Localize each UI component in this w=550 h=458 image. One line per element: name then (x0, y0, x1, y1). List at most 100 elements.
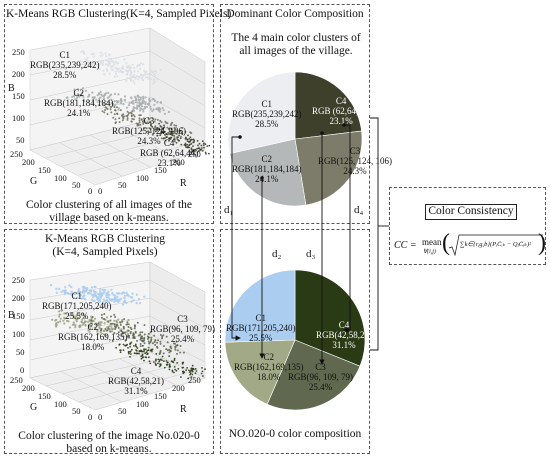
scatter-point (188, 144, 191, 147)
scatter-point (87, 320, 90, 323)
scatter-point (158, 128, 161, 131)
scatter-point (92, 296, 95, 299)
scatter-point (121, 303, 125, 306)
scatter-point (88, 94, 91, 97)
scatter-point (141, 331, 144, 334)
scatter-point (63, 316, 66, 319)
scatter-point (150, 336, 153, 339)
scatter-point (99, 90, 102, 94)
scatter-point (100, 327, 103, 330)
scatter-point (86, 60, 89, 63)
bottom-g-tick: 150 (38, 391, 51, 401)
scatter-point (169, 124, 172, 127)
scatter-point (195, 370, 198, 372)
scatter-point (163, 130, 166, 133)
scatter-point (132, 337, 135, 339)
scatter-point (154, 362, 157, 365)
scatter-point (65, 312, 68, 315)
scatter-point (107, 62, 110, 65)
scatter-point (150, 69, 153, 72)
scatter-point (154, 364, 157, 366)
scatter-point (168, 355, 171, 357)
scatter-point (179, 137, 182, 140)
scatter-point (175, 340, 178, 343)
scatter-point (93, 299, 96, 303)
scatter-point (140, 105, 144, 108)
scatter-point (138, 109, 142, 112)
scatter-point (80, 50, 83, 54)
scatter-point (132, 109, 136, 112)
scatter-point (165, 360, 168, 362)
scatter-point (141, 337, 144, 340)
scatter-point (150, 124, 152, 126)
scatter-point (63, 312, 66, 315)
scatter-point (122, 325, 125, 328)
scatter-point (143, 119, 146, 122)
scatter-point (103, 313, 106, 315)
bottom-left-panel (4, 229, 214, 454)
scatter-point (145, 351, 148, 354)
scatter-point (190, 148, 193, 151)
scatter-point (153, 128, 156, 131)
scatter-point (180, 143, 183, 146)
scatter-point (100, 316, 103, 319)
scatter-point (114, 57, 117, 60)
scatter-point (83, 317, 86, 320)
scatter-point (123, 58, 126, 61)
scatter-point (119, 351, 122, 354)
scatter-point (201, 147, 203, 149)
scatter-point (128, 102, 131, 105)
formula-sqrt (448, 234, 543, 257)
scatter-point (184, 144, 187, 147)
scatter-point (159, 119, 162, 122)
top-z-tick: 250 (12, 47, 25, 57)
scatter-point (93, 62, 96, 65)
scatter-point (94, 323, 97, 326)
scatter-point (169, 365, 172, 368)
scatter-point (84, 58, 87, 61)
scatter-point (204, 143, 207, 146)
scatter-point (143, 359, 145, 362)
distance-d4-label: d₄ (354, 204, 364, 216)
scatter-point (188, 371, 191, 373)
scatter-point (75, 96, 78, 99)
scatter-point (158, 365, 161, 368)
bottom-z-tick: 250 (12, 275, 25, 285)
scatter-point (104, 106, 107, 109)
scatter-point (59, 317, 63, 320)
scatter-point (66, 96, 69, 99)
scatter-point (192, 367, 194, 370)
scatter-point (166, 126, 169, 129)
scatter-point (76, 92, 79, 96)
consistency-title: Color Consistency (428, 205, 514, 217)
scatter-point (186, 143, 189, 146)
scatter-point (109, 108, 112, 111)
scatter-point (149, 105, 152, 108)
scatter-point (97, 322, 100, 325)
scatter-point (160, 121, 163, 124)
scatter-point (137, 334, 140, 337)
scatter-point (127, 329, 130, 332)
scatter-point (106, 108, 109, 110)
scatter-point (196, 140, 199, 142)
consistency-formula: CC = mean ∀(i,j) ( ∑k∈{r,g,b}(PᵢC̄ᵢₖ − Q… (394, 230, 546, 260)
bottom-scatter-label-c1: C1 RGB(171,205,240) 25.5% (42, 291, 112, 321)
scatter-point (88, 99, 91, 103)
scatter-point (206, 145, 209, 148)
scatter-point (113, 106, 116, 109)
scatter-point (77, 290, 81, 293)
scatter-point (150, 339, 153, 342)
scatter-point (162, 109, 165, 112)
scatter-point (136, 350, 138, 352)
scatter-point (165, 133, 168, 136)
scatter-point (111, 298, 114, 301)
scatter-point (108, 293, 111, 297)
scatter-point (166, 122, 169, 125)
scatter-point (81, 87, 85, 90)
scatter-point (143, 295, 146, 298)
scatter-point (175, 124, 178, 127)
scatter-point (201, 370, 204, 373)
scatter-point (120, 70, 123, 73)
top-g-tick: 250 (10, 149, 23, 159)
scatter-point (111, 65, 114, 68)
